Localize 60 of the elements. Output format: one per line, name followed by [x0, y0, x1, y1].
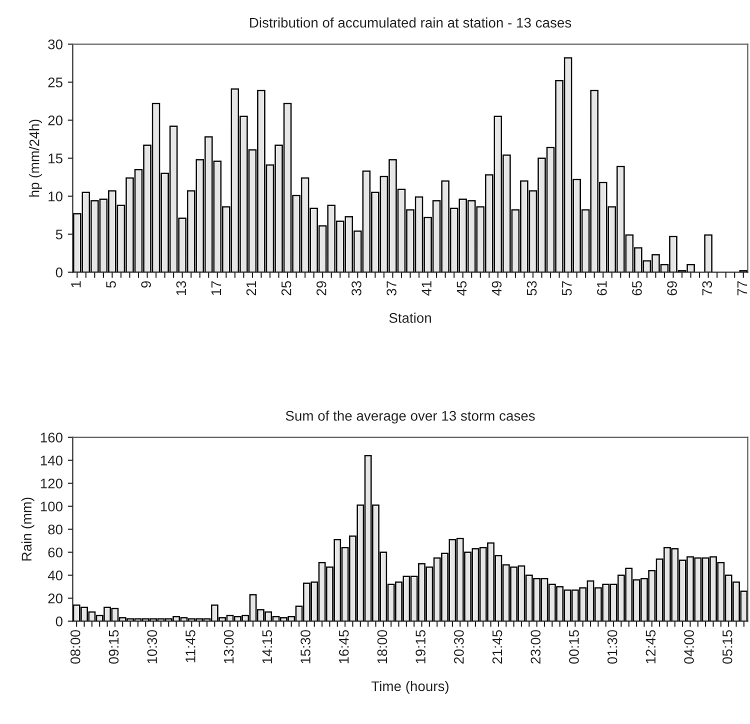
x-tick-label: 41 — [422, 281, 432, 296]
x-tick-label: 00:15 — [569, 630, 579, 664]
x-tick-label: 21 — [246, 281, 256, 296]
x-tick-label: 12:45 — [646, 630, 656, 664]
x-tick-label: 21:45 — [492, 630, 502, 664]
y-tick-label: 20 — [48, 594, 62, 604]
x-tick-label: 37 — [386, 281, 396, 296]
x-tick-label: 77 — [737, 281, 747, 296]
x-tick-label: 5 — [106, 281, 116, 288]
y-tick-label: 60 — [48, 548, 62, 558]
x-tick-label: 73 — [702, 281, 712, 296]
x-tick-label: 09:15 — [108, 630, 119, 664]
x-tick-label: 49 — [492, 281, 502, 296]
x-tick-label: 14:15 — [262, 630, 272, 664]
x-tick-label: 9 — [141, 281, 151, 288]
x-tick-label: 53 — [526, 281, 537, 296]
x-tick-label: 13:00 — [224, 630, 234, 664]
x-tick-label: 10:30 — [147, 630, 158, 664]
y-tick-label: 100 — [40, 502, 62, 512]
y-axis-title: Rain (mm) — [21, 498, 34, 561]
x-tick-label: 01:30 — [607, 630, 618, 664]
x-tick-label: 61 — [597, 281, 607, 296]
y-tick-label: 5 — [56, 230, 62, 240]
x-tick-label: 23:00 — [530, 630, 541, 664]
y-tick-label: 10 — [48, 192, 62, 202]
x-tick-label: 04:00 — [684, 630, 694, 664]
y-tick-label: 40 — [48, 570, 62, 580]
x-tick-label: 33 — [352, 281, 362, 296]
x-tick-label: 16:45 — [338, 630, 349, 664]
x-tick-label: 17 — [211, 281, 221, 295]
x-tick-label: 57 — [562, 281, 572, 296]
x-tick-label: 20:30 — [454, 630, 464, 664]
x-tick-label: 1 — [71, 281, 81, 288]
chart-title: Sum of the average over 13 storm cases — [286, 410, 535, 424]
x-tick-label: 65 — [632, 281, 642, 296]
y-tick-label: 20 — [48, 116, 62, 126]
y-tick-label: 80 — [48, 524, 62, 534]
x-axis-title: Station — [389, 312, 431, 323]
x-tick-label: 19:15 — [416, 630, 426, 664]
x-tick-label: 11:45 — [186, 630, 196, 662]
x-tick-label: 29 — [316, 281, 326, 296]
y-tick-label: 0 — [56, 616, 62, 626]
y-tick-label: 0 — [56, 268, 62, 278]
x-tick-label: 08:00 — [70, 630, 80, 664]
x-tick-label: 15:30 — [300, 630, 310, 664]
y-tick-label: 15 — [48, 154, 62, 164]
x-tick-label: 69 — [667, 281, 677, 296]
y-tick-label: 120 — [40, 478, 62, 488]
x-tick-label: 13 — [176, 281, 186, 295]
x-tick-label: 45 — [456, 281, 467, 296]
y-axis-title: hp (mm/24h) — [29, 120, 42, 197]
y-tick-label: 30 — [48, 40, 62, 50]
chart-title: Distribution of accumulated rain at station - 13 cases — [250, 17, 572, 28]
x-tick-label: 25 — [281, 281, 292, 296]
y-tick-label: 140 — [40, 456, 62, 466]
x-tick-label: 05:15 — [722, 630, 732, 664]
y-tick-label: 160 — [40, 432, 62, 442]
y-tick-label: 25 — [48, 78, 62, 88]
x-tick-label: 18:00 — [377, 630, 388, 664]
x-axis-title: Time (hours) — [371, 680, 448, 694]
